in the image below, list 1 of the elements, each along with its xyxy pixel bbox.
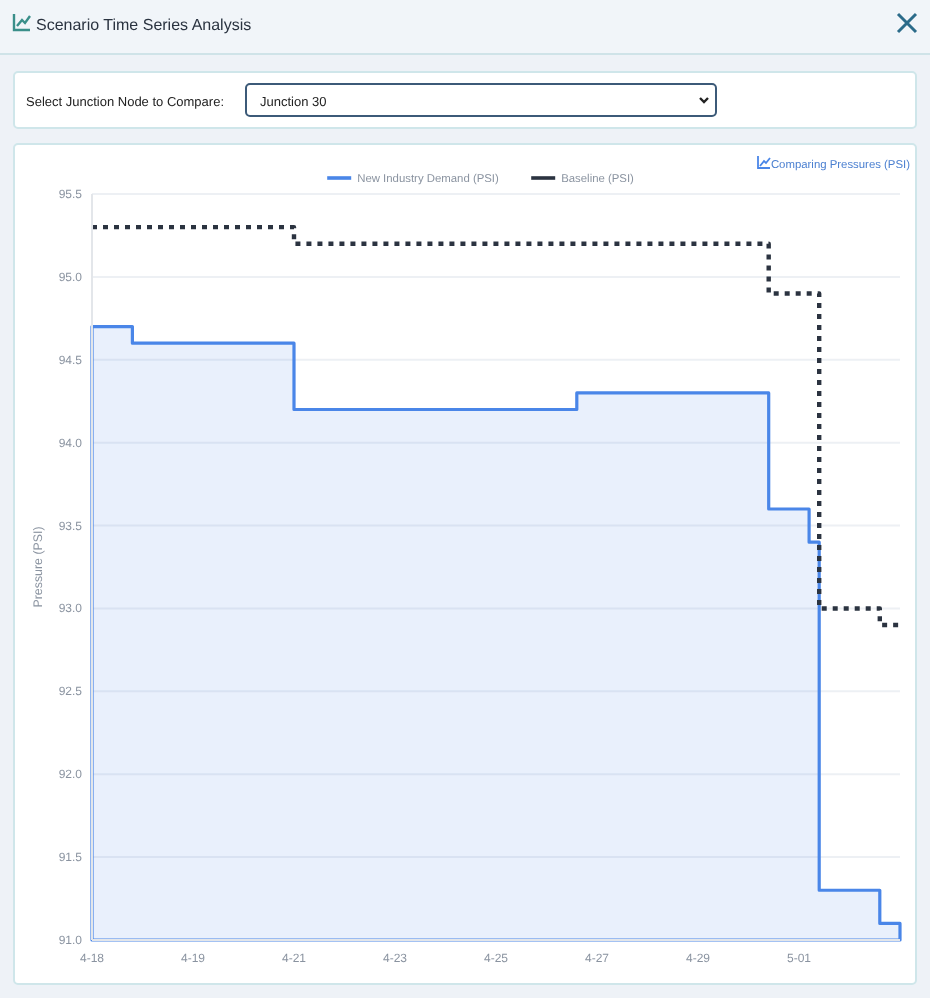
chart-title: Scenario Time Series Analysis — [36, 16, 252, 34]
